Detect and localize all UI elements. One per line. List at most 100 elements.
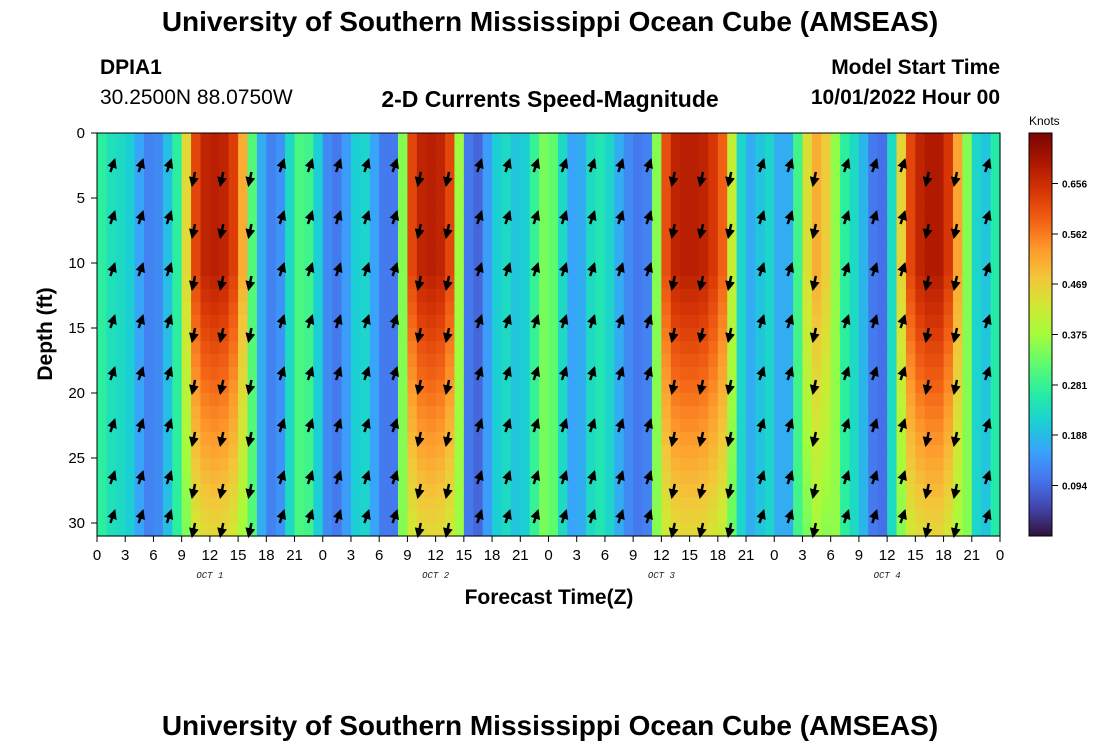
current-vector xyxy=(725,431,735,448)
heatmap-cell xyxy=(256,276,267,290)
heatmap-cell xyxy=(125,289,136,303)
heatmap-cell xyxy=(435,263,446,277)
heatmap-cell xyxy=(463,133,474,147)
heatmap-cell xyxy=(473,432,484,446)
heatmap-cell xyxy=(285,354,296,368)
heatmap-cell xyxy=(868,198,879,212)
heatmap-cell xyxy=(604,198,615,212)
heatmap-cell xyxy=(802,380,813,394)
heatmap-cell xyxy=(219,159,230,173)
heatmap-cell xyxy=(388,458,399,472)
heatmap-cell xyxy=(313,250,324,264)
heatmap-cell xyxy=(887,510,898,524)
heatmap-cell xyxy=(153,341,164,355)
heatmap-cell xyxy=(407,380,418,394)
heatmap-cell xyxy=(256,237,267,251)
heatmap-cell xyxy=(905,289,916,303)
current-vector xyxy=(474,365,484,381)
heatmap-cell xyxy=(943,250,954,264)
heatmap-cell xyxy=(783,341,794,355)
heatmap-cell xyxy=(934,523,945,537)
current-vector xyxy=(897,365,907,381)
heatmap-cell xyxy=(125,341,136,355)
heatmap-cell xyxy=(614,237,625,251)
heatmap-cell xyxy=(604,406,615,420)
heatmap-cell xyxy=(821,237,832,251)
heatmap-cell xyxy=(379,302,390,316)
heatmap-cell xyxy=(736,237,747,251)
x-tick-label: 18 xyxy=(484,547,501,564)
heatmap-cell xyxy=(623,419,634,433)
heatmap-cell xyxy=(266,484,277,498)
heatmap-cell xyxy=(755,185,766,199)
date-label: OCT 1 xyxy=(196,571,223,581)
heatmap-cell xyxy=(181,289,192,303)
current-vector xyxy=(442,522,453,539)
heatmap-cell xyxy=(144,341,155,355)
heatmap-cell xyxy=(595,159,606,173)
heatmap-cell xyxy=(586,341,597,355)
heatmap-cell xyxy=(952,354,963,368)
heatmap-cell xyxy=(539,393,550,407)
heatmap-cell xyxy=(905,315,916,329)
heatmap-cell xyxy=(144,484,155,498)
heatmap-cell xyxy=(350,523,361,537)
heatmap-cell xyxy=(510,367,521,381)
heatmap-cell xyxy=(905,484,916,498)
station-id: DPIA1 xyxy=(100,56,162,79)
heatmap-cell xyxy=(407,159,418,173)
heatmap-cell xyxy=(369,354,380,368)
heatmap-cell xyxy=(473,172,484,186)
heatmap-cell xyxy=(501,302,512,316)
heatmap-cell xyxy=(322,406,333,420)
heatmap-cell xyxy=(576,263,587,277)
heatmap-cell xyxy=(849,341,860,355)
heatmap-cell xyxy=(774,471,785,485)
heatmap-cell xyxy=(275,432,286,446)
heatmap-cell xyxy=(661,406,672,420)
current-vector xyxy=(245,171,256,188)
heatmap-cell xyxy=(350,432,361,446)
heatmap-cell xyxy=(736,198,747,212)
heatmap-cell xyxy=(303,406,314,420)
heatmap-cell xyxy=(557,237,568,251)
heatmap-cell xyxy=(303,484,314,498)
current-vector xyxy=(163,313,174,329)
heatmap-cells xyxy=(97,133,1001,537)
heatmap-cell xyxy=(604,146,615,160)
heatmap-cell xyxy=(115,484,126,498)
heatmap-cell xyxy=(971,198,982,212)
x-tick-label: 12 xyxy=(653,547,670,564)
heatmap-cell xyxy=(746,159,757,173)
heatmap-cell xyxy=(313,185,324,199)
heatmap-cell xyxy=(764,458,775,472)
heatmap-cell xyxy=(680,159,691,173)
current-vector xyxy=(558,261,569,277)
heatmap-cell xyxy=(943,146,954,160)
heatmap-cell xyxy=(858,263,869,277)
heatmap-cell xyxy=(614,458,625,472)
heatmap-cell xyxy=(924,198,935,212)
heatmap-cell xyxy=(529,224,540,238)
heatmap-cell xyxy=(924,510,935,524)
heatmap-cell xyxy=(454,302,465,316)
heatmap-cell xyxy=(623,211,634,225)
heatmap-cell xyxy=(595,302,606,316)
heatmap-cell xyxy=(369,211,380,225)
heatmap-cell xyxy=(341,393,352,407)
heatmap-cell xyxy=(651,276,662,290)
heatmap-cell xyxy=(971,445,982,459)
heatmap-cell xyxy=(783,224,794,238)
heatmap-cell xyxy=(962,211,973,225)
heatmap-cell xyxy=(125,250,136,264)
heatmap-cell xyxy=(811,354,822,368)
heatmap-cell xyxy=(350,471,361,485)
heatmap-cell xyxy=(811,497,822,511)
heatmap-cell xyxy=(435,146,446,160)
heatmap-cell xyxy=(256,185,267,199)
heatmap-cell xyxy=(473,380,484,394)
heatmap-cell xyxy=(510,432,521,446)
current-vector xyxy=(643,313,653,329)
heatmap-cell xyxy=(952,406,963,420)
heatmap-cell xyxy=(604,432,615,446)
